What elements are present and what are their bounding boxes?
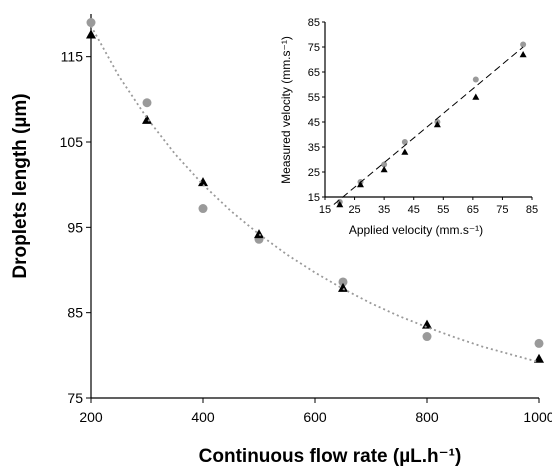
main-triangle-point: [254, 229, 264, 239]
main-y-tick-label: 95: [67, 219, 83, 235]
main-triangle-point: [142, 114, 152, 124]
inset-circle-point: [520, 41, 527, 48]
inset-y-tick-label: 45: [308, 117, 320, 129]
inset-y-tick-label: 65: [308, 67, 320, 79]
inset-data-marks: [333, 41, 527, 208]
inset-x-tick-label: 45: [408, 204, 420, 216]
main-circle-point: [198, 204, 208, 214]
main-y-tick-label: 85: [67, 305, 83, 321]
main-triangle-point: [534, 353, 544, 363]
main-axes: [86, 14, 540, 403]
main-y-tick-label: 115: [61, 49, 84, 65]
inset-circle-point: [401, 139, 408, 145]
inset-triangle-point: [519, 51, 527, 58]
inset-tick-labels: 15 25 35 45 55 65 75 85 15 25 35 45 55 65 75 85: [308, 17, 538, 216]
main-circle-point: [534, 338, 544, 348]
inset-y-tick-label: 85: [308, 17, 320, 29]
inset-triangle-point: [380, 166, 388, 173]
main-tick-labels: 200 400 600 800 1000 75 85 95 105 115: [60, 49, 552, 425]
main-triangle-point: [422, 319, 432, 329]
main-x-tick-label: 800: [415, 409, 439, 425]
main-y-tick-label: 105: [60, 134, 84, 150]
main-y-axis-label: Droplets length (µm): [10, 93, 31, 278]
inset-triangle-point: [356, 181, 364, 188]
inset-x-tick-label: 55: [437, 204, 449, 216]
main-triangle-point: [86, 29, 96, 39]
main-circle-point: [86, 18, 96, 28]
inset-circle-point: [381, 161, 388, 168]
main-triangle-point: [198, 177, 208, 187]
inset-x-tick-label: 65: [467, 204, 479, 216]
inset-circle-point: [472, 76, 479, 83]
inset-y-tick-label: 55: [308, 92, 320, 104]
main-data-marks: [86, 18, 544, 364]
inset-triangle-point: [472, 93, 480, 100]
inset-y-tick-label: 25: [308, 167, 320, 179]
inset-triangle-point: [336, 201, 344, 208]
inset-x-tick-label: 85: [526, 204, 538, 216]
inset-x-tick-label: 75: [496, 204, 508, 216]
inset-triangle-point: [401, 148, 409, 155]
main-circle-point: [142, 98, 152, 108]
main-x-tick-label: 1000: [523, 409, 552, 425]
main-circle-point: [422, 332, 432, 342]
inset-x-tick-label: 15: [319, 204, 331, 216]
inset-y-axis-label: Measured velocity (mm.s⁻¹): [279, 36, 293, 184]
main-x-tick-label: 600: [303, 409, 327, 425]
main-y-tick-label: 75: [67, 390, 83, 406]
inset-x-axis-label: Applied velocity (mm.s⁻¹): [349, 223, 483, 237]
inset-axes: [322, 21, 533, 200]
inset-y-tick-label: 75: [308, 42, 320, 54]
main-x-tick-label: 400: [191, 409, 215, 425]
inset-x-tick-label: 35: [378, 204, 390, 216]
main-x-axis-label: Continuous flow rate (µL.h⁻¹): [199, 446, 462, 467]
main-triangle-point: [338, 282, 348, 292]
inset-triangle-point: [433, 121, 441, 128]
main-x-tick-label: 200: [79, 409, 103, 425]
inset-y-tick-label: 15: [308, 192, 320, 204]
main-circle-point: [338, 277, 348, 287]
inset-x-tick-label: 25: [348, 204, 360, 216]
inset-trend-line: [333, 46, 524, 205]
inset-y-tick-label: 35: [308, 142, 320, 154]
